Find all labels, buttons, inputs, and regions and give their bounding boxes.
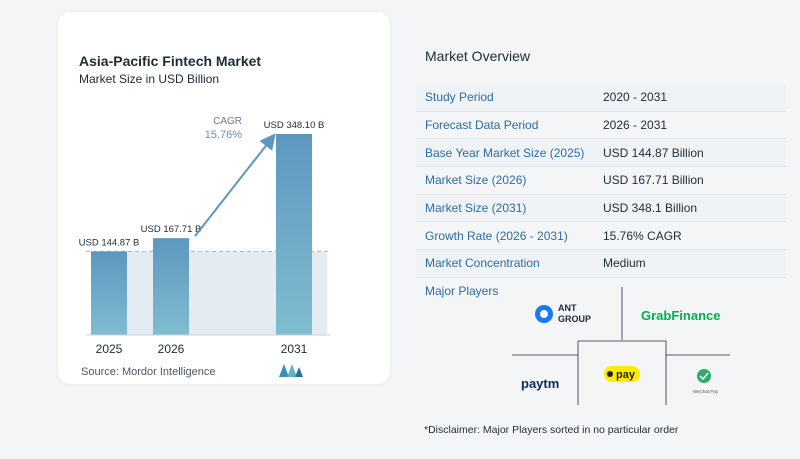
overview-row-value: USD 167.71 Billion <box>603 173 704 188</box>
cagr-value: 15.76% <box>205 129 243 141</box>
x-tick-label: 2026 <box>158 342 185 356</box>
overview-row: Market Concentration Medium <box>416 250 786 278</box>
chart-subtitle: Market Size in USD Billion <box>79 72 220 86</box>
major-players-grid: ANT GROUP GrabFinance paytm pay WeChat P… <box>512 287 730 405</box>
cagr-arrow <box>194 133 276 237</box>
kakaopay-text: pay <box>616 369 636 381</box>
mordor-intelligence-logo-icon <box>279 364 303 377</box>
chart-card: Asia-Pacific Fintech Market Market Size … <box>58 12 390 384</box>
overview-row-label: Market Size (2031) <box>425 201 527 216</box>
overview-row: Forecast Data Period 2026 - 2031 <box>416 112 786 140</box>
bar-value-label: USD 144.87 B <box>79 237 140 248</box>
overview-row-value: 2026 - 2031 <box>603 118 668 133</box>
overview-row: Market Size (2026) USD 167.71 Billion <box>416 167 786 195</box>
grabfinance-logo: GrabFinance <box>641 308 720 323</box>
ant-group-logo: ANT GROUP <box>535 303 591 324</box>
x-tick-label: 2031 <box>281 342 308 356</box>
overview-row-value: USD 144.87 Billion <box>603 145 704 160</box>
bar-chart: USD 144.87 B 2025 USD 167.71 B 2026 USD 348.… <box>79 116 330 356</box>
overview-row-label: Study Period <box>425 90 494 105</box>
overview-row-value: 15.76% CAGR <box>603 228 682 243</box>
kakaopay-badge <box>604 366 640 382</box>
bar-value-label: USD 167.71 B <box>141 224 202 235</box>
wechat-pay-logo: WeChat Pay <box>693 369 719 394</box>
overview-row: Growth Rate (2026 - 2031) 15.76% CAGR <box>416 222 786 251</box>
ant-group-text-bottom: GROUP <box>558 314 591 324</box>
cagr-label: CAGR <box>213 116 242 127</box>
overview-row-label: Growth Rate (2026 - 2031) <box>425 228 568 243</box>
overview-row: Study Period 2020 - 2031 <box>416 84 786 112</box>
overview-row: Base Year Market Size (2025) USD 144.87 B… <box>416 139 786 168</box>
overview-row-label: Market Size (2026) <box>425 173 527 188</box>
kakaopay-logo: pay <box>604 366 640 382</box>
overview-row-label: Market Concentration <box>425 256 540 271</box>
overview-row: Market Size (2031) USD 348.1 Billion <box>416 194 786 223</box>
disclaimer: *Disclaimer: Major Players sorted in no … <box>424 424 679 436</box>
overview-row-label: Forecast Data Period <box>425 118 539 133</box>
overview-row-label: Base Year Market Size (2025) <box>425 145 585 160</box>
paytm-logo: paytm <box>521 376 559 391</box>
chart-source: Source: Mordor Intelligence <box>81 366 216 378</box>
market-overview-table: Study Period 2020 - 2031 Forecast Data Per… <box>416 84 786 278</box>
x-tick-label: 2025 <box>96 342 123 356</box>
ant-group-text-top: ANT <box>558 303 577 313</box>
overview-row-value: 2020 - 2031 <box>603 90 668 105</box>
wechat-pay-text: WeChat Pay <box>693 389 719 394</box>
overview-row-value: Medium <box>603 256 646 271</box>
bar-2026 <box>153 238 189 335</box>
bar-2031 <box>276 134 312 335</box>
wechat-pay-icon <box>697 369 711 383</box>
major-players-title: Major Players <box>425 284 499 298</box>
market-overview-title: Market Overview <box>425 48 531 64</box>
overview-row-value: USD 348.1 Billion <box>603 201 698 216</box>
bar-value-label: USD 348.10 B <box>264 120 325 131</box>
chart-title: Asia-Pacific Fintech Market <box>79 53 262 69</box>
bar-2025 <box>91 251 127 335</box>
